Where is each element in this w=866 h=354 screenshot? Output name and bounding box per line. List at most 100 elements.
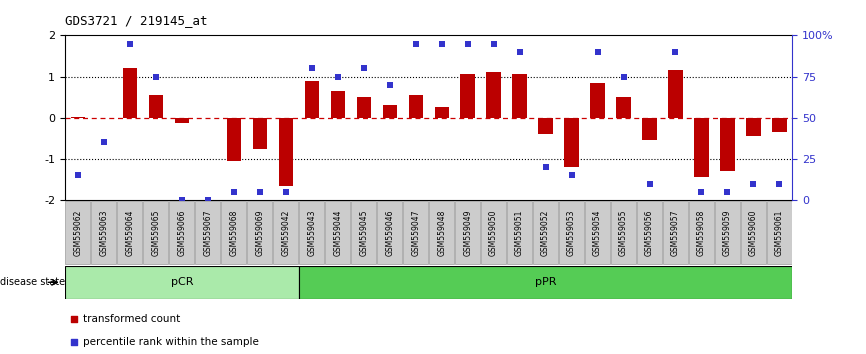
Text: GSM559067: GSM559067 [204, 210, 212, 256]
Point [669, 49, 682, 55]
Point [383, 82, 397, 88]
Text: GSM559046: GSM559046 [385, 210, 394, 256]
Point [409, 41, 423, 46]
Text: GSM559065: GSM559065 [152, 210, 160, 256]
Text: GSM559057: GSM559057 [671, 210, 680, 256]
Point [123, 41, 137, 46]
Point [435, 41, 449, 46]
Text: pPR: pPR [535, 277, 556, 287]
Text: GSM559056: GSM559056 [645, 210, 654, 256]
Point [305, 65, 319, 71]
FancyBboxPatch shape [144, 201, 168, 264]
Text: GSM559058: GSM559058 [697, 210, 706, 256]
Text: GSM559042: GSM559042 [281, 210, 290, 256]
Bar [383, 105, 397, 118]
FancyBboxPatch shape [715, 201, 740, 264]
Point [331, 74, 345, 79]
FancyBboxPatch shape [611, 201, 636, 264]
FancyBboxPatch shape [170, 201, 194, 264]
FancyBboxPatch shape [559, 201, 584, 264]
Bar [695, 118, 708, 177]
Bar [513, 74, 527, 118]
Bar [591, 83, 604, 118]
FancyBboxPatch shape [248, 201, 272, 264]
Bar [487, 73, 501, 118]
Text: GSM559060: GSM559060 [749, 210, 758, 256]
Point [487, 41, 501, 46]
Text: GSM559050: GSM559050 [489, 210, 498, 256]
Point [97, 139, 111, 145]
Bar [253, 118, 267, 149]
FancyBboxPatch shape [767, 201, 792, 264]
Bar [279, 118, 293, 185]
Bar [721, 118, 734, 171]
Bar [123, 68, 137, 118]
Text: disease state: disease state [0, 277, 65, 287]
Bar [305, 81, 319, 118]
Text: GSM559059: GSM559059 [723, 210, 732, 256]
Point [67, 340, 81, 346]
Bar [772, 118, 786, 132]
FancyBboxPatch shape [533, 201, 558, 264]
FancyBboxPatch shape [300, 201, 324, 264]
Bar [175, 118, 189, 122]
Text: GSM559064: GSM559064 [126, 210, 134, 256]
Point [149, 74, 163, 79]
FancyBboxPatch shape [65, 266, 299, 299]
Point [461, 41, 475, 46]
Bar [71, 117, 85, 118]
Point [617, 74, 630, 79]
Bar [435, 107, 449, 118]
Text: GSM559068: GSM559068 [229, 210, 238, 256]
FancyBboxPatch shape [118, 201, 142, 264]
Text: GSM559051: GSM559051 [515, 210, 524, 256]
FancyBboxPatch shape [689, 201, 714, 264]
FancyBboxPatch shape [663, 201, 688, 264]
Text: GSM559049: GSM559049 [463, 210, 472, 256]
Bar [669, 70, 682, 118]
Text: GDS3721 / 219145_at: GDS3721 / 219145_at [65, 14, 208, 27]
Text: transformed count: transformed count [83, 314, 180, 324]
Text: GSM559047: GSM559047 [411, 210, 420, 256]
Text: GSM559045: GSM559045 [359, 210, 368, 256]
FancyBboxPatch shape [352, 201, 376, 264]
Text: GSM559066: GSM559066 [178, 210, 186, 256]
FancyBboxPatch shape [430, 201, 454, 264]
Text: GSM559062: GSM559062 [74, 210, 82, 256]
Point [175, 197, 189, 203]
Point [721, 189, 734, 195]
Point [772, 181, 786, 186]
FancyBboxPatch shape [92, 201, 116, 264]
Text: GSM559054: GSM559054 [593, 210, 602, 256]
Bar [357, 97, 371, 118]
Bar [565, 118, 578, 167]
Text: GSM559063: GSM559063 [100, 210, 108, 256]
Text: pCR: pCR [171, 277, 193, 287]
Text: GSM559053: GSM559053 [567, 210, 576, 256]
Point [71, 172, 85, 178]
FancyBboxPatch shape [299, 266, 792, 299]
Bar [409, 95, 423, 118]
Bar [461, 74, 475, 118]
FancyBboxPatch shape [507, 201, 532, 264]
Bar [227, 118, 241, 161]
Point [253, 189, 267, 195]
Point [565, 172, 578, 178]
Bar [149, 95, 163, 118]
Text: GSM559052: GSM559052 [541, 210, 550, 256]
Bar [331, 91, 345, 118]
FancyBboxPatch shape [637, 201, 662, 264]
FancyBboxPatch shape [404, 201, 428, 264]
Point [695, 189, 708, 195]
FancyBboxPatch shape [66, 201, 90, 264]
Point [591, 49, 604, 55]
Point [357, 65, 371, 71]
Text: GSM559069: GSM559069 [255, 210, 264, 256]
FancyBboxPatch shape [222, 201, 246, 264]
Point [67, 316, 81, 321]
Text: GSM559048: GSM559048 [437, 210, 446, 256]
Bar [746, 118, 760, 136]
FancyBboxPatch shape [456, 201, 480, 264]
FancyBboxPatch shape [378, 201, 402, 264]
Point [279, 189, 293, 195]
